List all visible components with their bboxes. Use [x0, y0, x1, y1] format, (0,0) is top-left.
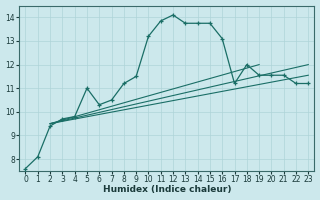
- X-axis label: Humidex (Indice chaleur): Humidex (Indice chaleur): [103, 185, 231, 194]
